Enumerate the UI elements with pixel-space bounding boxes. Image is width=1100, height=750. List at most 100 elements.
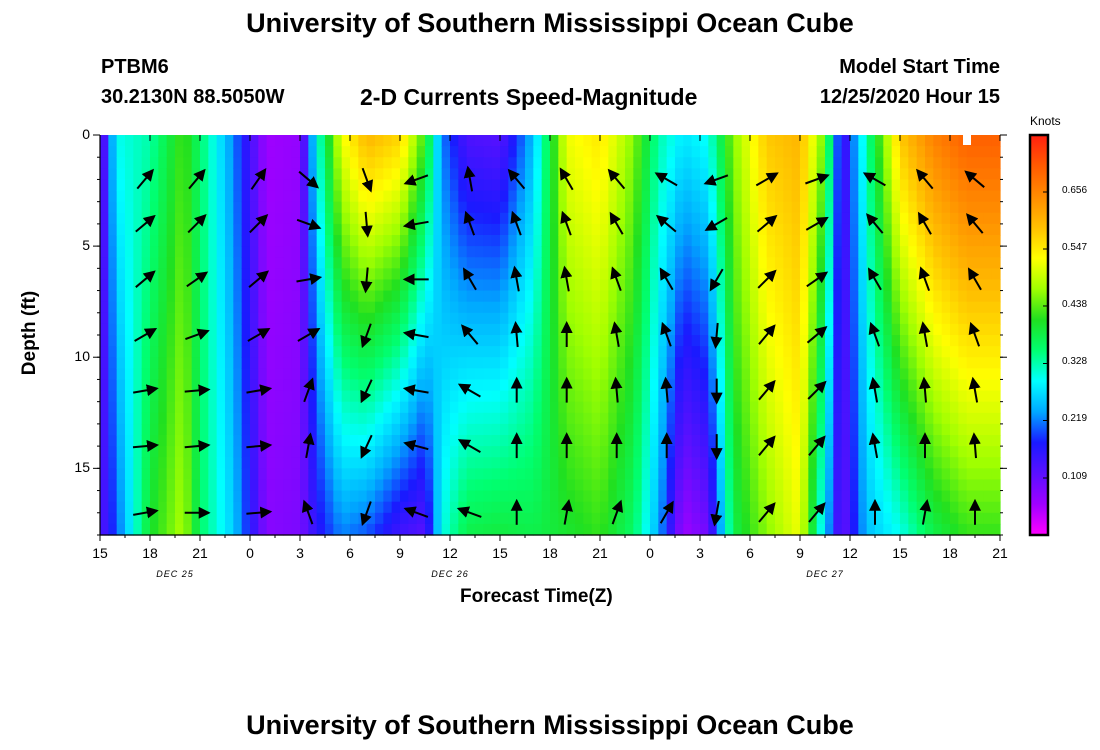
heatmap-cell — [300, 179, 309, 192]
heatmap-cell — [366, 368, 376, 381]
heatmap-cell — [733, 135, 743, 147]
heatmap-cell — [400, 257, 409, 269]
heatmap-cell — [316, 223, 326, 236]
heatmap-cell — [800, 457, 809, 469]
heatmap-cell — [750, 168, 759, 181]
heatmap-cell — [258, 423, 268, 436]
heatmap-cell — [383, 323, 393, 336]
heatmap-cell — [283, 390, 293, 403]
heatmap-cell — [866, 490, 876, 503]
heatmap-cell — [766, 412, 776, 425]
heatmap-cell — [166, 423, 176, 436]
heatmap-cell — [250, 401, 259, 414]
heatmap-cell — [600, 479, 609, 492]
heatmap-cell — [950, 279, 959, 292]
heatmap-cell — [891, 457, 901, 469]
heatmap-cell — [750, 412, 759, 425]
heatmap-cell — [133, 490, 143, 503]
heatmap-cell — [108, 179, 118, 192]
heatmap-cell — [633, 301, 643, 314]
heatmap-cell — [508, 257, 518, 269]
heatmap-cell — [241, 423, 251, 436]
heatmap-cell — [533, 135, 543, 147]
heatmap-cell — [341, 246, 351, 258]
heatmap-cell — [641, 468, 651, 481]
heatmap-cell — [325, 312, 334, 325]
heatmap-cell — [625, 201, 634, 214]
heatmap-cell — [666, 212, 676, 225]
heatmap-cell — [350, 479, 359, 492]
heatmap-cell — [941, 235, 951, 247]
heatmap-cell — [866, 146, 876, 158]
heatmap-cell — [725, 235, 734, 247]
heatmap-cell — [125, 268, 134, 281]
heatmap-cell — [825, 312, 834, 325]
heatmap-cell — [341, 468, 351, 481]
heatmap-cell — [516, 390, 526, 403]
heatmap-cell — [658, 190, 668, 203]
heatmap-cell — [366, 157, 376, 169]
heatmap-cell — [533, 312, 543, 325]
heatmap-cell — [100, 335, 109, 347]
heatmap-cell — [766, 512, 776, 525]
heatmap-cell — [875, 201, 884, 214]
heatmap-cell — [691, 435, 701, 447]
heatmap-cell — [533, 223, 543, 236]
heatmap-cell — [250, 490, 259, 503]
heatmap-cell — [683, 523, 693, 536]
heatmap-cell — [725, 368, 734, 381]
heatmap-cell — [158, 457, 168, 469]
heatmap-cell — [141, 312, 151, 325]
heatmap-cell — [891, 223, 901, 236]
heatmap-cell — [491, 379, 501, 392]
heatmap-cell — [408, 135, 418, 147]
heatmap-cell — [108, 412, 118, 425]
heatmap-cell — [791, 157, 801, 169]
heatmap-cell — [275, 235, 284, 247]
heatmap-cell — [408, 512, 418, 525]
heatmap-cell — [700, 457, 709, 469]
heatmap-cell — [225, 135, 234, 147]
heatmap-cell — [391, 179, 401, 192]
heatmap-cell — [350, 246, 359, 258]
current-arrow — [560, 210, 572, 236]
heatmap-cell — [691, 212, 701, 225]
heatmap-cell — [533, 446, 543, 458]
current-arrow — [360, 379, 373, 404]
heatmap-cell — [775, 490, 784, 503]
heatmap-cell — [591, 301, 601, 314]
heatmap-cell — [375, 257, 384, 269]
heatmap-cell — [658, 346, 668, 358]
heatmap-cell — [225, 301, 234, 314]
heatmap-cell — [300, 368, 309, 381]
heatmap-cell — [925, 212, 934, 225]
heatmap-cell — [516, 435, 526, 447]
heatmap-cell — [966, 179, 976, 192]
heatmap-cell — [683, 279, 693, 292]
heatmap-cell — [733, 335, 743, 347]
heatmap-cell — [433, 501, 443, 514]
heatmap-cell — [358, 235, 368, 247]
heatmap-cell — [691, 368, 701, 381]
current-arrow — [609, 211, 624, 235]
heatmap-cell — [591, 246, 601, 258]
heatmap-cell — [150, 168, 159, 181]
heatmap-cell — [683, 490, 693, 503]
heatmap-cell — [283, 168, 293, 181]
heatmap-cell — [325, 279, 334, 292]
heatmap-cell — [633, 290, 643, 303]
current-arrow — [463, 210, 476, 236]
heatmap-cell — [983, 423, 993, 436]
heatmap-cell — [258, 223, 268, 236]
heatmap-cell — [416, 257, 426, 269]
heatmap-cell — [600, 401, 609, 414]
heatmap-cell — [950, 201, 959, 214]
heatmap-cell — [875, 457, 884, 469]
current-arrow — [186, 271, 209, 288]
heatmap-cell — [258, 157, 268, 169]
current-arrow — [510, 265, 523, 292]
heatmap-cell — [400, 157, 409, 169]
heatmap-cell — [900, 335, 909, 347]
heatmap-cell — [800, 390, 809, 403]
heatmap-cell — [375, 179, 384, 192]
